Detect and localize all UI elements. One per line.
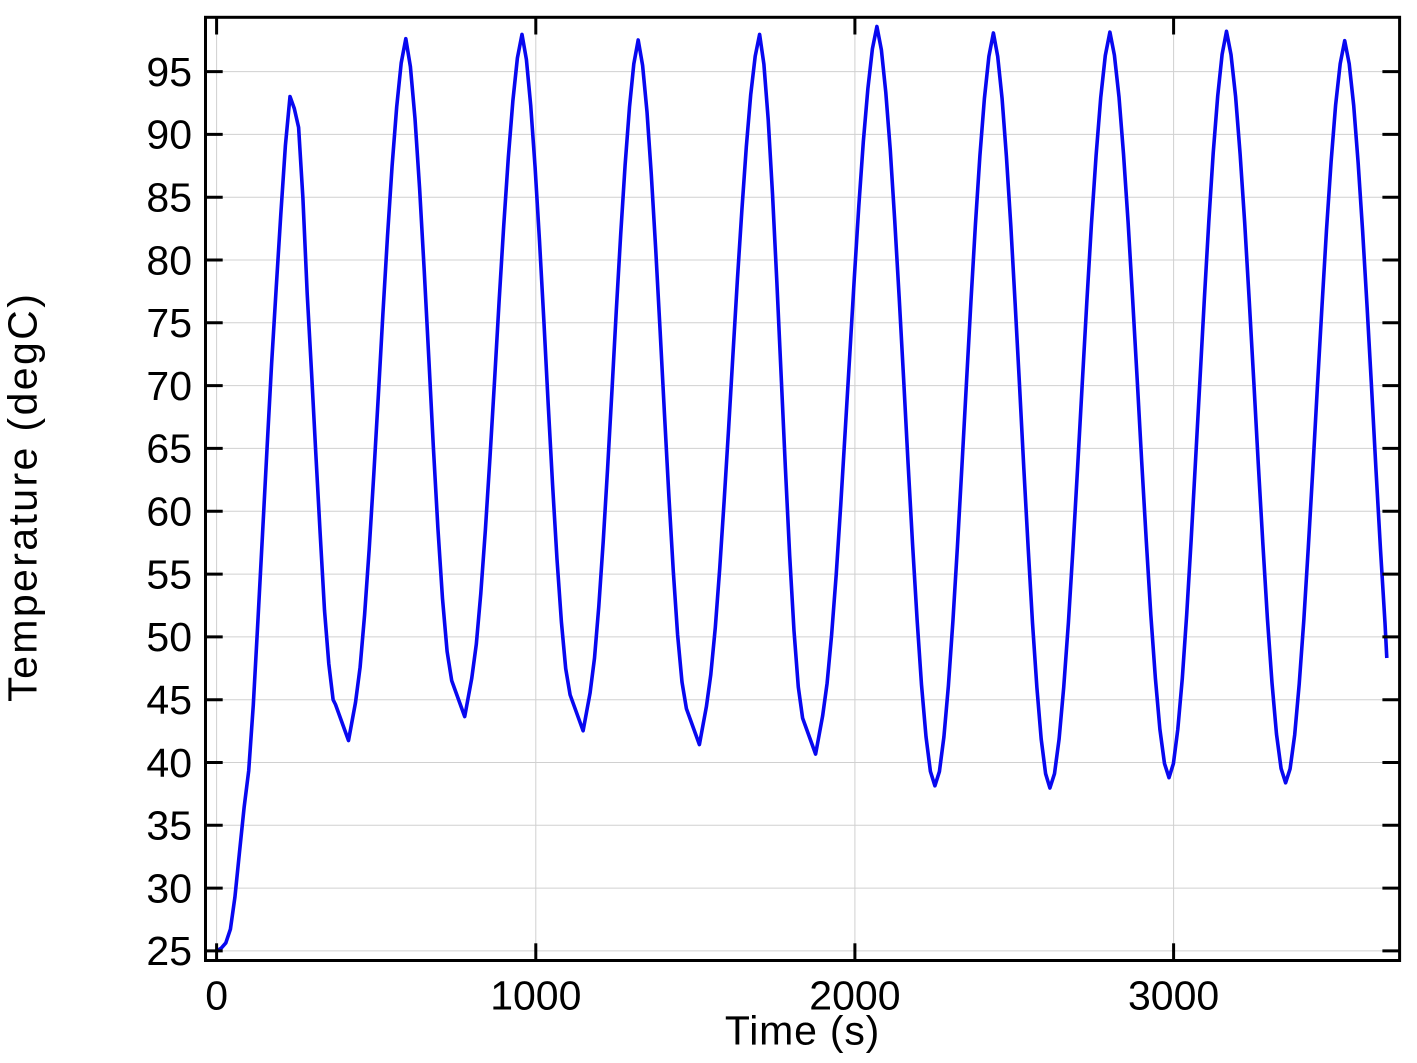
svg-text:30: 30	[146, 865, 192, 911]
svg-text:50: 50	[146, 614, 192, 660]
svg-text:80: 80	[146, 237, 192, 283]
svg-text:90: 90	[146, 112, 192, 158]
svg-text:55: 55	[146, 551, 192, 597]
svg-text:0: 0	[205, 973, 228, 1019]
svg-text:75: 75	[146, 300, 192, 346]
svg-text:85: 85	[146, 175, 192, 221]
svg-text:65: 65	[146, 426, 192, 472]
svg-text:2000: 2000	[809, 973, 900, 1019]
svg-text:25: 25	[146, 928, 192, 974]
svg-text:Temperature (degC): Temperature (degC)	[0, 292, 45, 702]
svg-text:70: 70	[146, 363, 192, 409]
svg-text:Time (s): Time (s)	[725, 1008, 880, 1054]
svg-text:40: 40	[146, 740, 192, 786]
svg-text:35: 35	[146, 803, 192, 849]
svg-text:3000: 3000	[1128, 973, 1219, 1019]
svg-text:95: 95	[146, 49, 192, 95]
svg-text:1000: 1000	[490, 973, 581, 1019]
svg-text:45: 45	[146, 677, 192, 723]
svg-text:60: 60	[146, 489, 192, 535]
